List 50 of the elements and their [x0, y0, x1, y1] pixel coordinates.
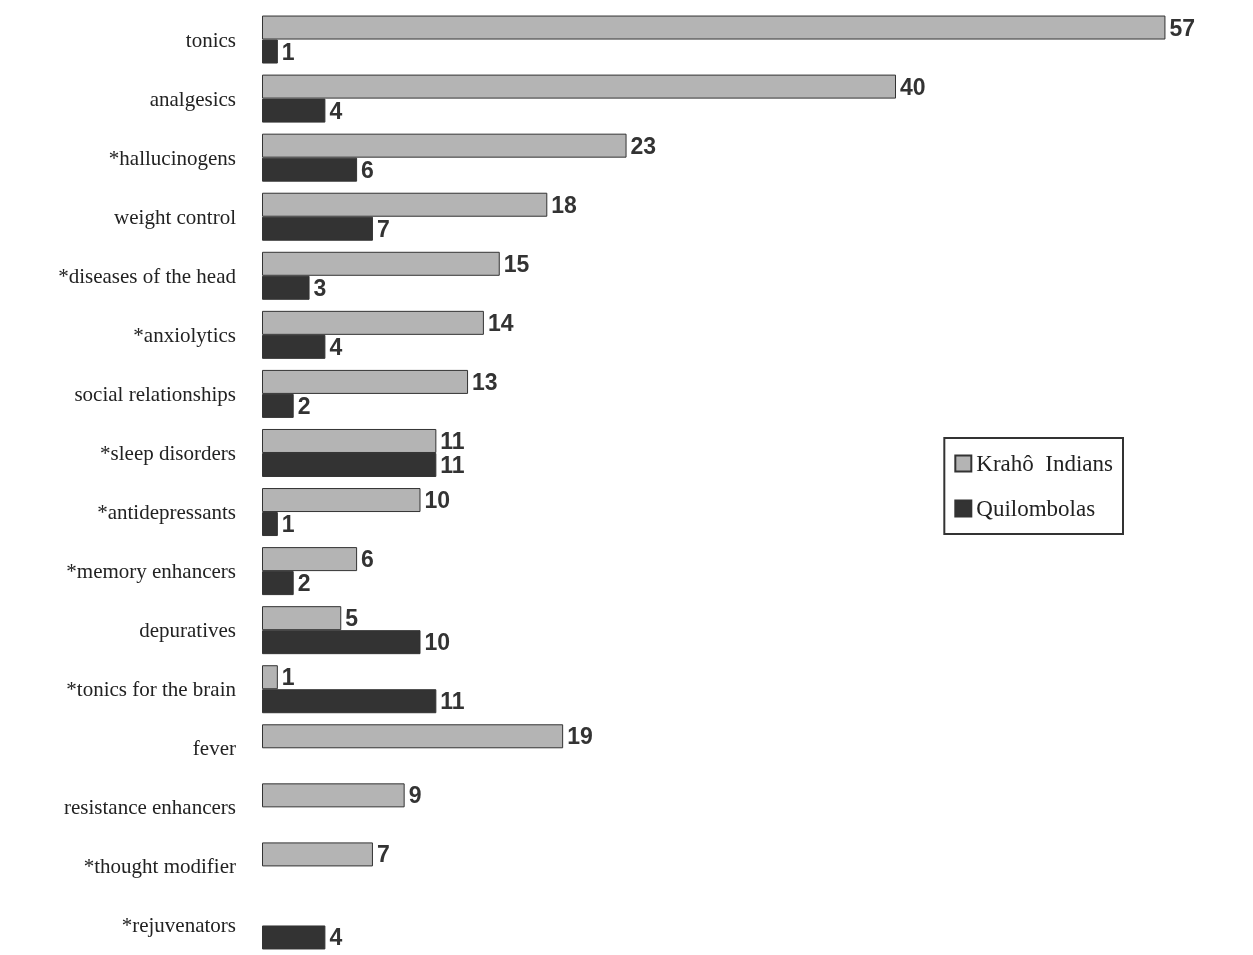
data-label: 10 — [424, 629, 451, 656]
y-tick-label: *memory enhancers — [66, 559, 236, 584]
y-tick-label: analgesics — [149, 86, 236, 111]
data-label: 6 — [361, 546, 374, 573]
y-tick-label: resistance enhancers — [64, 795, 236, 820]
y-tick-label: *tonics for the brain — [66, 677, 237, 702]
legend-label: Krahô Indians — [976, 451, 1114, 476]
data-label: 1 — [281, 664, 295, 691]
bar — [262, 842, 373, 867]
data-label: 15 — [503, 250, 530, 277]
data-label: 7 — [376, 841, 390, 868]
legend-label: Quilombolas — [976, 496, 1096, 521]
y-tick-label: *antidepressants — [97, 500, 236, 525]
y-tick-label: *sleep disorders — [100, 440, 236, 465]
data-label: 23 — [630, 132, 657, 159]
data-label: 9 — [408, 782, 422, 809]
data-label: 14 — [487, 309, 514, 336]
y-tick-label: social relationships — [74, 381, 236, 406]
data-label: 40 — [900, 73, 926, 100]
data-label: 4 — [329, 97, 343, 124]
data-label: 13 — [472, 368, 498, 395]
data-label: 7 — [376, 215, 390, 242]
y-tick-label: weight control — [114, 204, 237, 229]
data-label: 6 — [361, 156, 374, 183]
y-tick-label: tonics — [185, 27, 236, 52]
data-label: 1 — [281, 511, 295, 538]
y-tick-label: depuratives — [139, 618, 236, 643]
y-tick-label: *anxiolytics — [133, 322, 236, 347]
data-label: 19 — [567, 723, 593, 750]
data-label: 11 — [440, 688, 465, 715]
y-tick-label: *rejuvenators — [121, 913, 236, 938]
data-label: 1 — [281, 38, 295, 65]
y-tick-label: *hallucinogens — [108, 145, 236, 170]
data-label: 11 — [440, 427, 465, 454]
y-tick-label: fever — [192, 736, 236, 761]
data-label: 5 — [345, 605, 359, 632]
data-label: 4 — [329, 333, 343, 360]
data-label: 11 — [440, 451, 465, 478]
y-tick-label: *thought modifier — [83, 854, 236, 879]
bar — [262, 724, 564, 749]
bar — [262, 783, 405, 808]
y-tick-label: *diseases of the head — [58, 263, 237, 288]
data-label: 57 — [1169, 14, 1196, 41]
bar — [262, 925, 326, 950]
data-label: 2 — [297, 392, 311, 419]
data-label: 4 — [329, 924, 343, 951]
data-label: 3 — [313, 274, 327, 301]
data-label: 2 — [297, 570, 311, 597]
data-label: 10 — [424, 487, 451, 514]
data-label: 18 — [551, 191, 578, 218]
